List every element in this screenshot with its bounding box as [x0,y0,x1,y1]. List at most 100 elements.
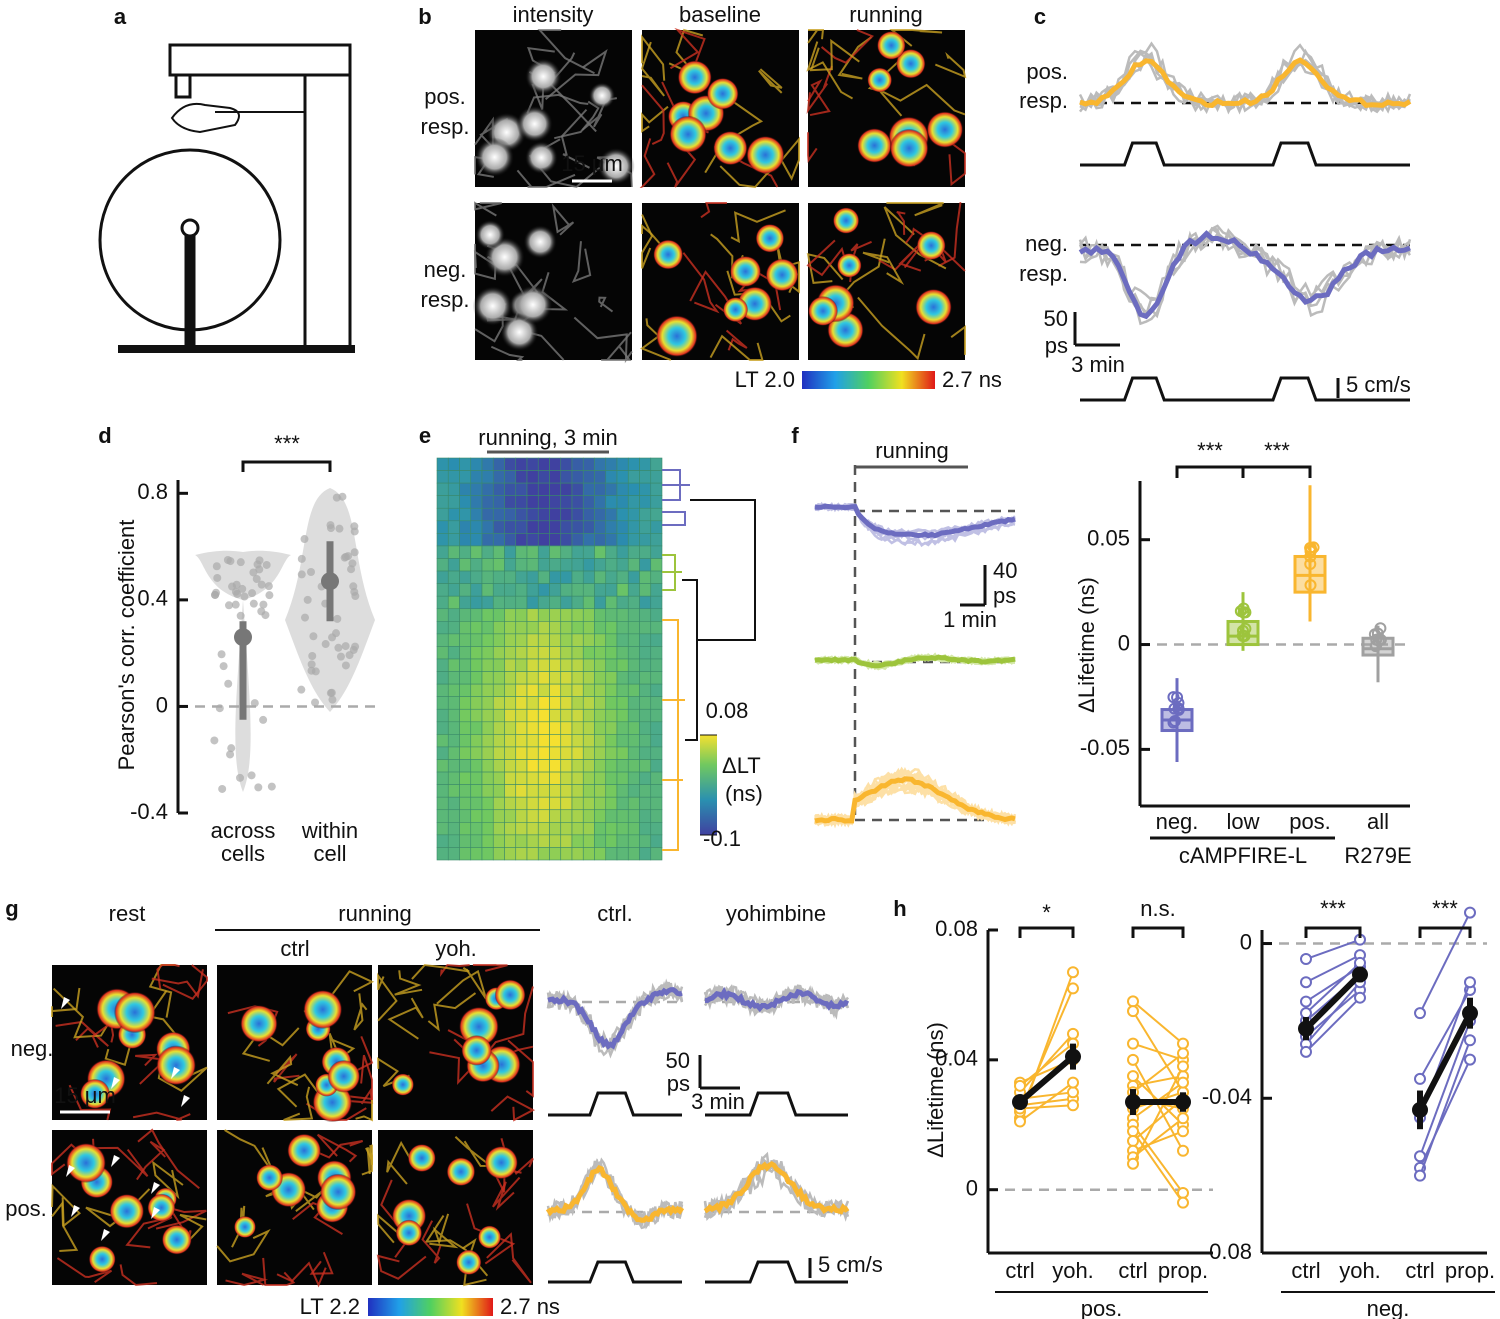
violin-point [303,595,312,604]
heatmap-cell [571,734,584,748]
heatmap-cell [616,482,629,496]
heatmap-cell [560,658,573,672]
violin-point [255,556,264,565]
pair-point [1177,1125,1189,1138]
cell-body [653,239,684,270]
dendrite [544,48,608,101]
heatmap-cell [605,671,618,685]
heatmap-cell [627,533,640,547]
heatmap-cell [436,834,449,848]
micrograph [639,202,800,361]
dendrite [266,1054,299,1087]
mean-line [1303,972,1363,1031]
heatmap-cell [549,633,562,647]
heatmap-cell [515,683,528,697]
heatmap-cell [447,520,460,534]
heatmap-cell [459,533,472,547]
heatmap-cell [560,457,573,471]
heatmap-cell [447,847,460,861]
heatmap-cell [639,470,652,484]
heatmap-cell [492,734,505,748]
heatmap-cell [504,583,517,597]
heatmap-cell [639,708,652,723]
heatmap-cell [639,683,652,697]
heatmap-cell [436,683,449,697]
heatmap-cell [470,595,483,610]
heatmap-cell [481,822,494,836]
dendrite [490,1095,536,1122]
speed-trace [1080,376,1410,402]
heatmap-cell [492,708,505,723]
dendrite [472,964,508,972]
cell-body [836,252,862,278]
heatmap-cell [627,759,640,773]
cell-body [655,315,698,358]
row-label: pos. [424,84,466,109]
heatmap-cell [459,847,472,861]
heatmap-cell [560,533,573,547]
cell-body [513,284,553,325]
heatmap-cell [492,796,505,811]
heatmap-cell [627,696,640,710]
violin-point [248,589,257,598]
violin-point [297,570,306,579]
heatmap-cell [594,595,607,610]
heatmap-cell [459,595,472,610]
heatmap-cell [436,595,449,610]
violin-point [236,773,245,782]
cell-body [746,135,785,175]
heatmap-cell [549,470,562,484]
pair-line [1132,1075,1184,1087]
colorbar-label: 2.7 ns [500,1294,560,1319]
dendrite [641,105,669,134]
significance: n.s. [1140,896,1175,921]
column-title: running [849,2,922,27]
violin-point [307,660,316,669]
heatmap-cell [627,595,640,610]
heatmap-cell [605,822,618,836]
heatmap-cell [582,847,595,861]
box-point [1374,633,1387,646]
pair-point [1464,976,1476,989]
violin-point [328,695,337,704]
heatmap-cell [504,457,517,471]
cell-body [755,223,785,253]
dendrite [809,38,860,72]
pair-line [1132,1130,1184,1204]
heatmap-cell [582,595,595,610]
pair-point [1464,906,1476,919]
violin-point [336,652,345,661]
heatmap-cell [650,558,663,572]
dendrite [486,1232,532,1284]
violin-point [350,548,359,557]
scale-label: 3 min [691,1089,745,1114]
heatmap-cell [594,847,607,861]
heatmap-cell [582,822,595,836]
pair-point [1177,1112,1189,1125]
heatmap-cell [639,520,652,534]
pair-point [1127,1070,1139,1083]
heatmap-cell [504,621,517,635]
speed-trace [705,1091,848,1117]
heatmap-cell [515,809,528,823]
heatmap-cell [537,721,550,735]
colorbar-label: 2.7 ns [942,367,1002,392]
heatmap-cell [526,759,539,773]
x-tick-label: ctrl [1405,1258,1434,1283]
heatmap-cell [549,734,562,748]
heatmap-cell [639,583,652,597]
dendrite [421,1220,442,1264]
heatmap-cell [650,533,663,547]
heatmap-cell [481,796,494,811]
heatmap-cell [605,595,618,610]
heatmap-cell [560,520,573,534]
heatmap-cell [504,746,517,760]
violin-point [252,574,261,583]
heatmap-cell [594,822,607,836]
heatmap-cell [650,608,663,622]
heatmap-cell [605,482,618,496]
heatmap-cell [470,520,483,534]
heatmap-cell [605,507,618,522]
heatmap-cell [616,696,629,710]
box-point [1167,691,1180,704]
